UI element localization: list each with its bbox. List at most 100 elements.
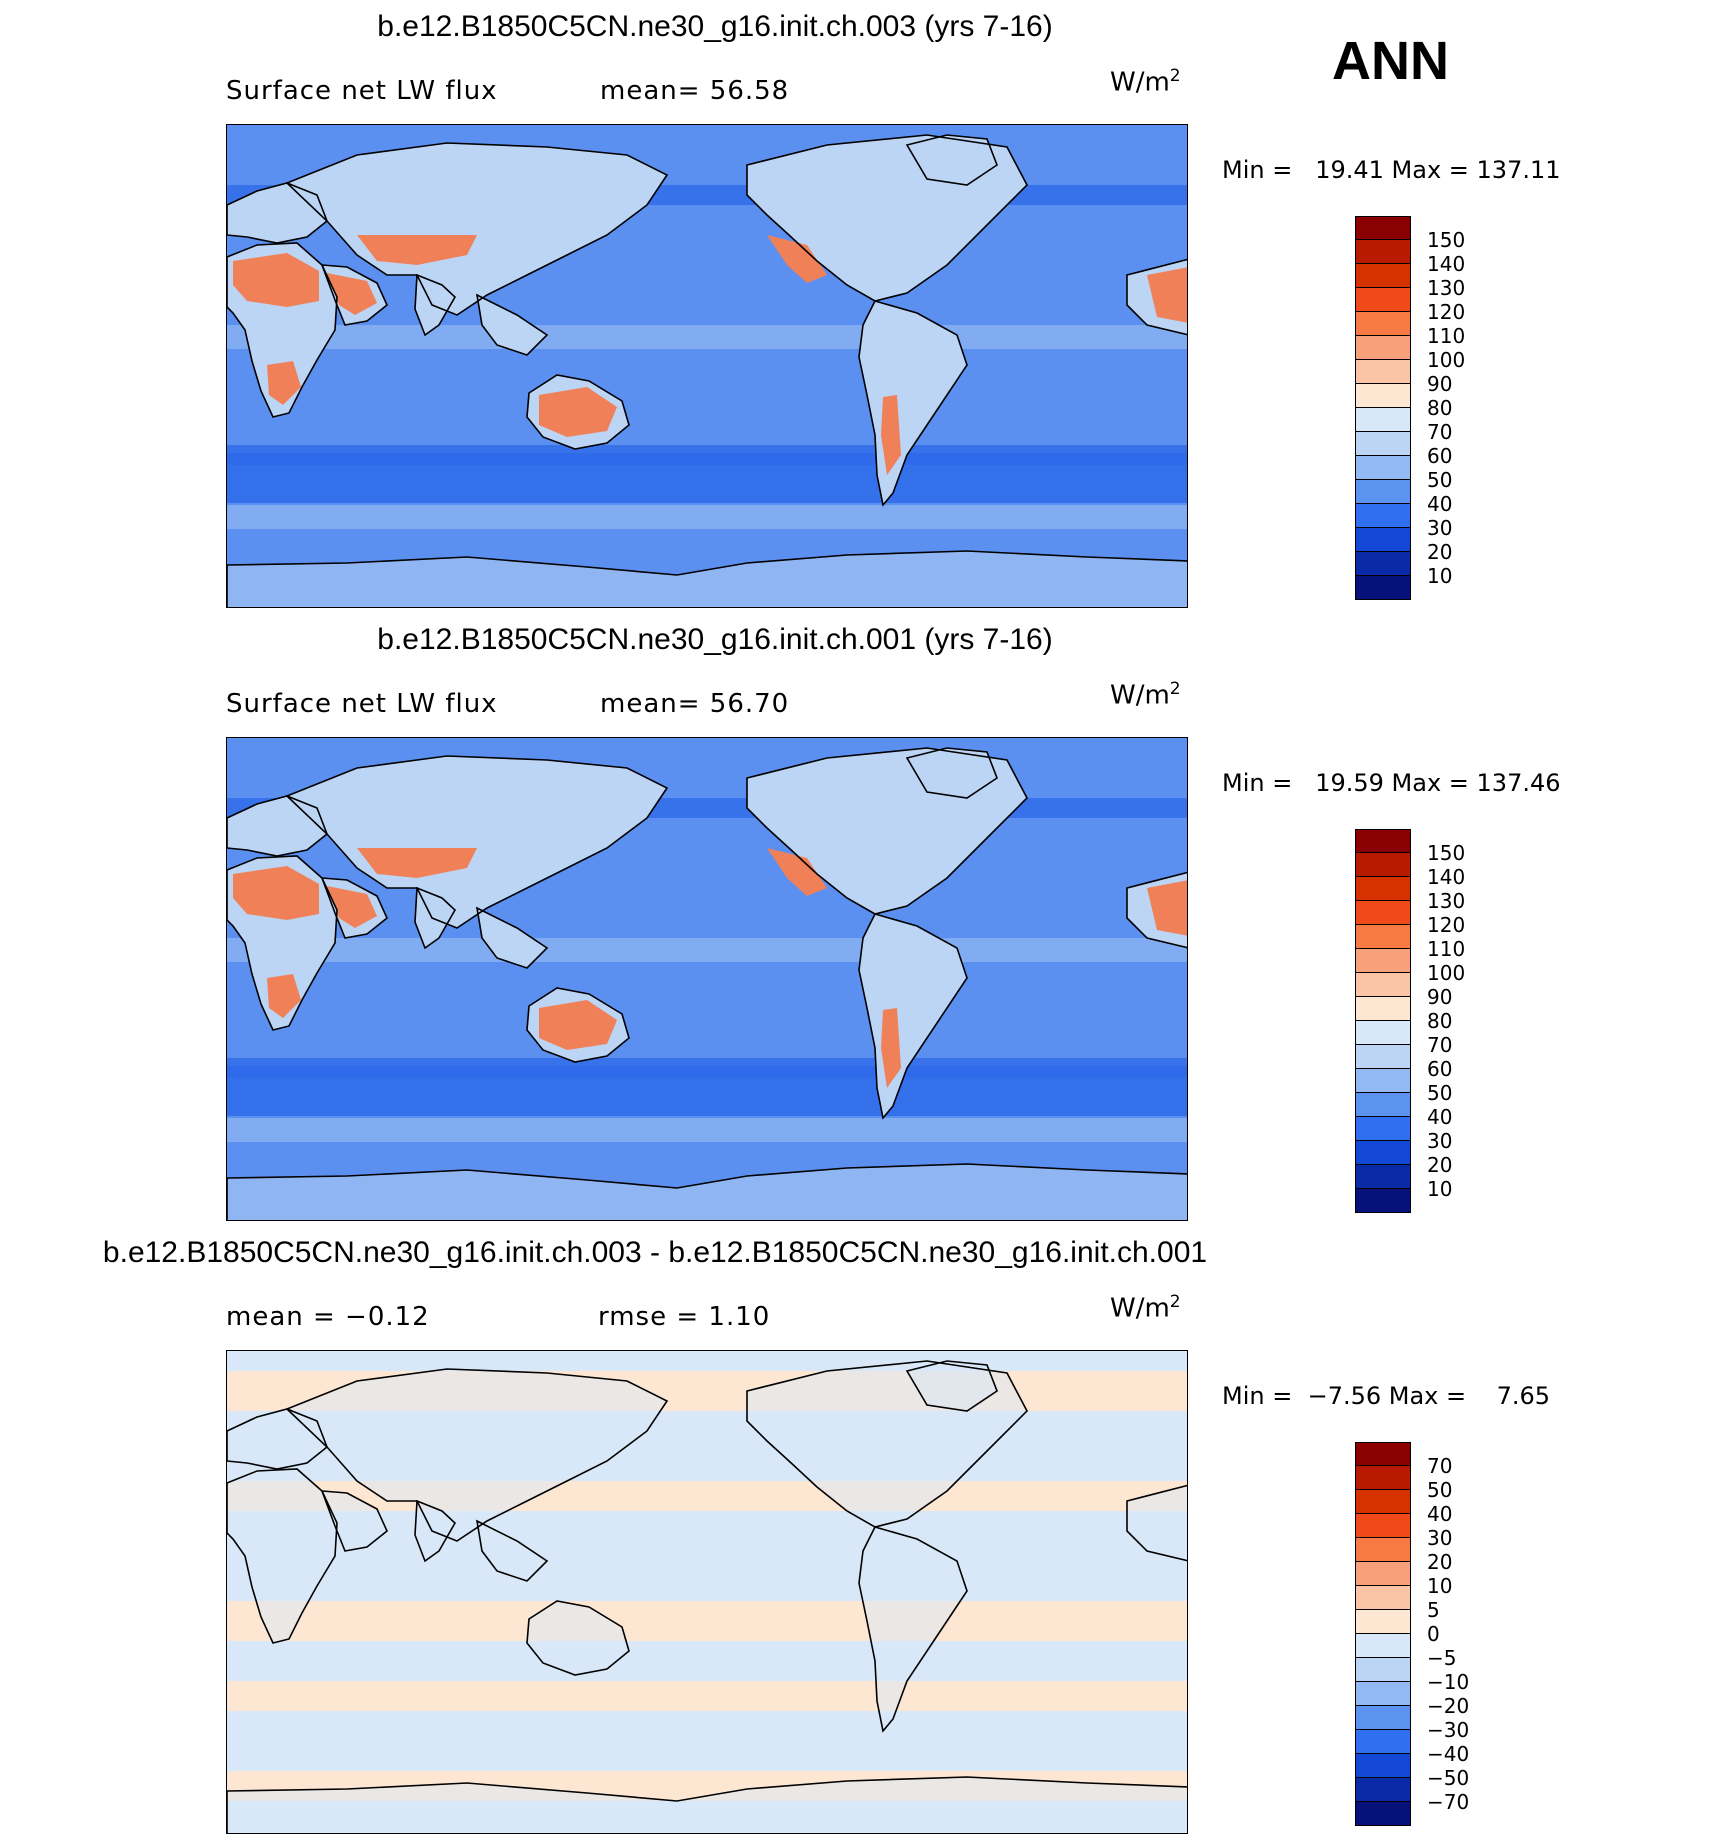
colorbar-level-label: 110 xyxy=(1427,324,1466,348)
se-asia-coastline xyxy=(475,293,549,356)
arabia-hot xyxy=(327,273,377,315)
colorbar-level-label: 30 xyxy=(1427,1526,1453,1550)
colorbar-swatch xyxy=(1355,1754,1411,1778)
colorbar-swatch xyxy=(1355,1562,1411,1586)
india-coastline xyxy=(414,273,457,337)
colorbar-level-label: 60 xyxy=(1427,1057,1453,1081)
arabia-hot xyxy=(327,886,377,928)
colorbar-swatch xyxy=(1355,480,1411,504)
south-america-coastline xyxy=(858,1526,968,1733)
colorbar-swatch xyxy=(1355,1706,1411,1730)
colorbar-swatch xyxy=(1355,1610,1411,1634)
india-coastline xyxy=(414,886,457,950)
colorbar-swatch xyxy=(1355,1682,1411,1706)
season-label: ANN xyxy=(1332,31,1449,91)
colorbar-level-label: 0 xyxy=(1427,1622,1440,1646)
colorbar-level-label: 20 xyxy=(1427,540,1453,564)
colorbar-swatch xyxy=(1355,973,1411,997)
positive-anomaly-band xyxy=(227,1681,1187,1711)
africa-coastline xyxy=(227,855,338,1031)
colorbar-swatch xyxy=(1355,1658,1411,1682)
greenland-coastline xyxy=(905,747,998,799)
ocean-band xyxy=(227,505,1187,529)
colorbar-swatch xyxy=(1355,1442,1411,1466)
map-svg xyxy=(227,125,1187,607)
colorbar-level-label: 110 xyxy=(1427,937,1466,961)
positive-anomaly-band xyxy=(227,1601,1187,1641)
ocean-band xyxy=(227,1118,1187,1142)
rmse-stat: rmse = 1.10 xyxy=(598,1302,771,1332)
kalahari xyxy=(267,974,301,1018)
colorbar-swatch xyxy=(1355,216,1411,240)
units-text: W/m xyxy=(1110,67,1170,98)
antarctica-land xyxy=(227,551,1187,607)
colorbar-level-label: 10 xyxy=(1427,1177,1453,1201)
africa-coastline xyxy=(227,242,338,418)
kalahari xyxy=(267,361,301,405)
colorbar-level-label: −10 xyxy=(1427,1670,1470,1694)
australia-coastline xyxy=(526,374,630,450)
africa-east-hot xyxy=(1147,880,1187,936)
colorbar-level-label: 70 xyxy=(1427,1454,1453,1478)
southern-ocean-band xyxy=(227,453,1187,503)
colorbar-level-label: 20 xyxy=(1427,1550,1453,1574)
min-max-label: Min = 19.59 Max = 137.46 xyxy=(1222,769,1561,797)
greenland-coastline xyxy=(905,1360,998,1412)
sw-usa-hot xyxy=(767,235,827,283)
variable-label: Surface net LW flux xyxy=(226,76,498,106)
europe-coastline xyxy=(227,182,328,244)
colorbar-swatch xyxy=(1355,1117,1411,1141)
units-label: W/m2 xyxy=(1110,1292,1181,1324)
colorbar-level-label: 10 xyxy=(1427,564,1453,588)
africa-east-hot xyxy=(1147,267,1187,323)
colorbar-level-label: −5 xyxy=(1427,1646,1457,1670)
colorbar-swatch xyxy=(1355,997,1411,1021)
sahara-hot xyxy=(233,253,319,307)
map-plot xyxy=(226,124,1188,608)
africa-east-coastline xyxy=(1126,871,1187,949)
asia-coastline xyxy=(285,1368,669,1542)
units-label: W/m2 xyxy=(1110,679,1181,711)
south-america-land xyxy=(859,1527,967,1731)
colorbar-level-label: 150 xyxy=(1427,228,1466,252)
colorbar-swatch xyxy=(1355,1189,1411,1213)
min-max-label: Min = −7.56 Max = 7.65 xyxy=(1222,1382,1551,1410)
colorbar-level-label: 40 xyxy=(1427,1502,1453,1526)
se-asia-coastline xyxy=(475,906,549,969)
colorbar-swatch xyxy=(1355,925,1411,949)
asia-land xyxy=(287,756,667,928)
colorbar-swatch xyxy=(1355,264,1411,288)
colorbar-swatch xyxy=(1355,1045,1411,1069)
arabia-coastline xyxy=(320,877,388,939)
se-asia-land xyxy=(477,1521,547,1581)
north-america-coastline xyxy=(746,1360,1028,1528)
asia-land xyxy=(287,143,667,315)
colorbar-level-label: −70 xyxy=(1427,1790,1470,1814)
europe-coastline xyxy=(227,795,328,857)
variable-label: Surface net LW flux xyxy=(226,689,498,719)
colorbar-swatch xyxy=(1355,552,1411,576)
australia-hot xyxy=(539,387,617,437)
arabia-coastline xyxy=(320,264,388,326)
colorbar-level-label: 30 xyxy=(1427,1129,1453,1153)
colorbar-swatch xyxy=(1355,901,1411,925)
colorbar-level-label: −50 xyxy=(1427,1766,1470,1790)
south-america-coastline xyxy=(858,300,968,507)
sw-usa-hot xyxy=(767,848,827,896)
greenland-land xyxy=(907,135,997,185)
south-america-coastline xyxy=(858,913,968,1120)
colorbar-level-label: 10 xyxy=(1427,1574,1453,1598)
units-exponent: 2 xyxy=(1169,1292,1181,1312)
colorbar-level-label: 50 xyxy=(1427,1081,1453,1105)
colorbar-swatch xyxy=(1355,1466,1411,1490)
colorbar-level-label: 40 xyxy=(1427,1105,1453,1129)
australia-hot xyxy=(539,1000,617,1050)
colorbar-level-label: 50 xyxy=(1427,1478,1453,1502)
colorbar-swatch xyxy=(1355,312,1411,336)
colorbar-swatch xyxy=(1355,432,1411,456)
north-america-coastline xyxy=(746,134,1028,302)
atacama xyxy=(881,395,901,475)
colorbar-level-label: 40 xyxy=(1427,492,1453,516)
colorbar-swatch xyxy=(1355,829,1411,853)
colorbar-level-label: 140 xyxy=(1427,252,1466,276)
